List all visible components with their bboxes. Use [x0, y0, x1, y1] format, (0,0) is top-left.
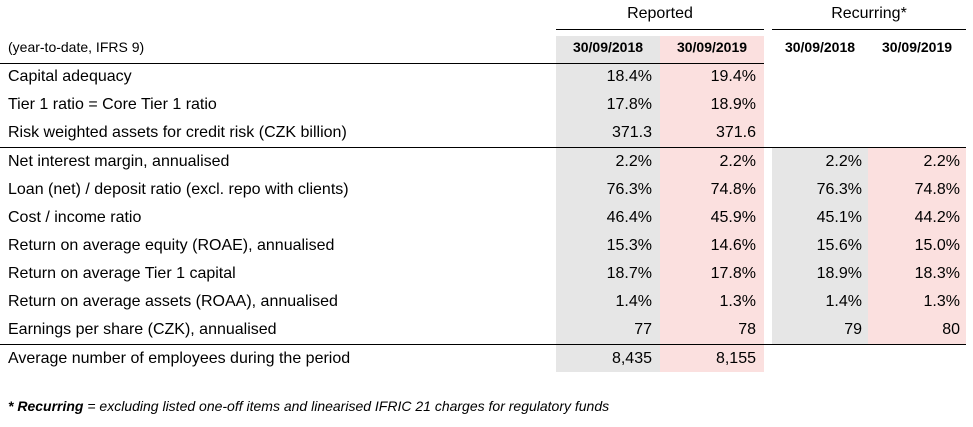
recurring-2019-value: 44.2%: [914, 209, 960, 226]
reported-2018-column-bg: [556, 36, 660, 372]
row-label: Cost / income ratio: [8, 209, 142, 226]
recurring-group-rule: [772, 29, 966, 30]
table-row: Return on average assets (ROAA), annuali…: [0, 288, 973, 316]
recurring-2019-column-bg: [868, 148, 966, 344]
row-label: Net interest margin, annualised: [8, 153, 230, 170]
reported-2018-value: 76.3%: [606, 181, 652, 198]
recurring-2018-value: 2.2%: [825, 153, 862, 170]
footnote-text: = excluding listed one-off items and lin…: [83, 398, 610, 414]
table-row: Risk weighted assets for credit risk (CZ…: [0, 119, 973, 147]
recurring-2019-value: 80: [942, 321, 960, 338]
header-reported-2018: 30/09/2018: [572, 39, 644, 55]
reported-2019-value: 1.3%: [719, 293, 756, 310]
recurring-2019-value: 15.0%: [914, 237, 960, 254]
recurring-2019-value: 74.8%: [914, 181, 960, 198]
header-recurring-2018: 30/09/2018: [784, 39, 856, 55]
recurring-2019-value: 18.3%: [914, 265, 960, 282]
header-divider: [0, 63, 764, 64]
table-row: Return on average equity (ROAE), annuali…: [0, 232, 973, 260]
reported-2019-value: 14.6%: [710, 237, 756, 254]
reported-2018-value: 17.8%: [606, 96, 652, 113]
recurring-2018-value: 1.4%: [825, 293, 862, 310]
reported-2019-value: 371.6: [715, 124, 756, 141]
reported-2019-value: 45.9%: [710, 209, 756, 226]
table-row: Cost / income ratio 46.4% 45.9% 45.1% 44…: [0, 204, 973, 232]
reported-2018-value: 18.7%: [606, 265, 652, 282]
row-label: Return on average assets (ROAA), annuali…: [8, 293, 338, 310]
reported-group-rule: [556, 29, 764, 30]
table-row: Tier 1 ratio = Core Tier 1 ratio 17.8% 1…: [0, 91, 973, 119]
header-reported-2019: 30/09/2019: [676, 39, 748, 55]
row-label: Earnings per share (CZK), annualised: [8, 321, 277, 338]
header-recurring-2019: 30/09/2019: [881, 39, 953, 55]
reported-2019-value: 2.2%: [719, 153, 756, 170]
row-label: Return on average Tier 1 capital: [8, 265, 236, 282]
footnote: * Recurring = excluding listed one-off i…: [8, 398, 609, 414]
table-row: Average number of employees during the p…: [0, 345, 973, 373]
recurring-2018-value: 45.1%: [816, 209, 862, 226]
row-label: Loan (net) / deposit ratio (excl. repo w…: [8, 181, 349, 198]
reported-group-title: Reported: [627, 5, 693, 22]
row-label: Average number of employees during the p…: [8, 350, 351, 367]
reported-2018-value: 18.4%: [606, 68, 652, 85]
reported-2019-value: 78: [738, 321, 756, 338]
reported-2018-value: 371.3: [611, 124, 652, 141]
section-divider-bottom: [0, 344, 966, 345]
table-row: Capital adequacy 18.4% 19.4%: [0, 63, 973, 91]
reported-2019-value: 8,155: [715, 350, 756, 367]
recurring-group-title: Recurring*: [831, 5, 907, 22]
reported-2018-value: 2.2%: [615, 153, 652, 170]
reported-2019-value: 19.4%: [710, 68, 756, 85]
reported-2019-value: 17.8%: [710, 265, 756, 282]
table-row: Earnings per share (CZK), annualised 77 …: [0, 316, 973, 344]
reported-2019-value: 18.9%: [710, 96, 756, 113]
table-header-row: (year-to-date, IFRS 9) 30/09/2018 30/09/…: [0, 36, 973, 58]
table-row: Return on average Tier 1 capital 18.7% 1…: [0, 260, 973, 288]
row-label: Capital adequacy: [8, 68, 132, 85]
section-divider-top: [0, 147, 966, 148]
row-label: Risk weighted assets for credit risk (CZ…: [8, 124, 347, 141]
recurring-2019-value: 1.3%: [923, 293, 960, 310]
recurring-2018-column-bg: [772, 148, 868, 344]
reported-2018-value: 77: [634, 321, 652, 338]
reported-2018-value: 46.4%: [606, 209, 652, 226]
recurring-2018-value: 15.6%: [816, 237, 862, 254]
reported-2018-value: 8,435: [611, 350, 652, 367]
reported-2018-value: 15.3%: [606, 237, 652, 254]
row-label: Tier 1 ratio = Core Tier 1 ratio: [8, 96, 217, 113]
recurring-2018-value: 18.9%: [816, 265, 862, 282]
reported-2019-value: 74.8%: [710, 181, 756, 198]
row-label: Return on average equity (ROAE), annuali…: [8, 237, 335, 254]
table-subtitle: (year-to-date, IFRS 9): [8, 39, 145, 55]
footnote-marker: * Recurring: [8, 398, 84, 414]
recurring-2018-value: 79: [844, 321, 862, 338]
recurring-2019-value: 2.2%: [923, 153, 960, 170]
table-row: Loan (net) / deposit ratio (excl. repo w…: [0, 176, 973, 204]
reported-2019-column-bg: [660, 36, 764, 372]
table-row: Net interest margin, annualised 2.2% 2.2…: [0, 148, 973, 176]
reported-2018-value: 1.4%: [615, 293, 652, 310]
recurring-2018-value: 76.3%: [816, 181, 862, 198]
